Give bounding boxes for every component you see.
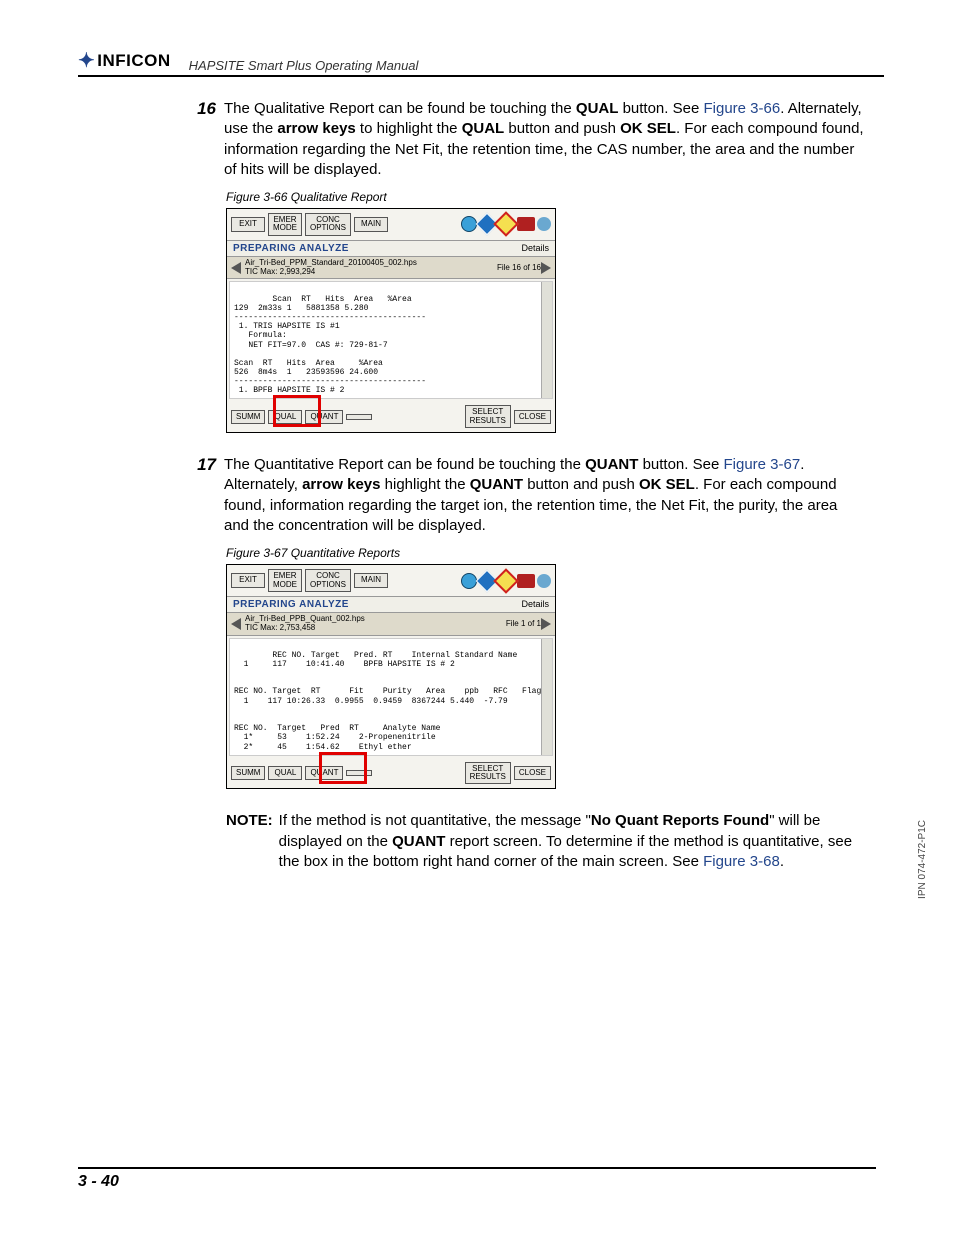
tic-max: TIC Max: 2,993,294 xyxy=(245,268,491,277)
warning-icon xyxy=(493,212,518,237)
close-button[interactable]: CLOSE xyxy=(514,766,551,780)
scrollbar[interactable] xyxy=(541,639,552,755)
brand-logo: ✦ INFICON xyxy=(78,48,171,73)
logo-swirl-icon: ✦ xyxy=(78,48,95,73)
status-label: PREPARING ANALYZE xyxy=(233,243,349,254)
conc-options-button[interactable]: CONC OPTIONS xyxy=(305,213,351,236)
side-ipn: IPN 074-472-P1C xyxy=(917,820,928,899)
qual-button[interactable]: QUAL xyxy=(268,410,302,424)
figure-66-screenshot: EXIT EMER MODE CONC OPTIONS MAIN PREPARI… xyxy=(226,208,556,433)
ss67-data-panel: REC NO. Target Pred. RT Internal Standar… xyxy=(229,638,553,756)
select-results-button[interactable]: SELECT RESULTS xyxy=(465,762,511,785)
quant-button[interactable]: QUANT xyxy=(305,410,343,424)
conc-options-button[interactable]: CONC OPTIONS xyxy=(305,569,351,592)
ss67-status-icons xyxy=(461,572,551,590)
battery-icon xyxy=(517,574,535,588)
file-count: File 16 of 16 xyxy=(497,263,541,272)
note-body: If the method is not quantitative, the m… xyxy=(279,811,864,872)
select-results-button[interactable]: SELECT RESULTS xyxy=(465,405,511,428)
next-file-icon[interactable] xyxy=(541,618,551,630)
globe-icon xyxy=(537,574,551,588)
emer-mode-button[interactable]: EMER MODE xyxy=(268,569,302,592)
details-link[interactable]: Details xyxy=(521,243,549,253)
ss66-data-panel: Scan RT Hits Area %Area 129 2m33s 1 5881… xyxy=(229,281,553,399)
qual-data-text: Scan RT Hits Area %Area 129 2m33s 1 5881… xyxy=(234,295,426,396)
ss66-file-info: Air_Tri-Bed_PPM_Standard_20100405_002.hp… xyxy=(227,257,555,280)
quant-data-text: REC NO. Target Pred. RT Internal Standar… xyxy=(234,651,541,752)
status-label: PREPARING ANALYZE xyxy=(233,599,349,610)
exit-button[interactable]: EXIT xyxy=(231,573,265,587)
tic-max: TIC Max: 2,753,458 xyxy=(245,624,500,633)
details-link[interactable]: Details xyxy=(521,599,549,609)
brand-name: INFICON xyxy=(97,51,170,71)
blank-button[interactable] xyxy=(346,414,372,420)
qual-button[interactable]: QUAL xyxy=(268,766,302,780)
help-icon[interactable] xyxy=(461,216,477,232)
file-info-text: Air_Tri-Bed_PPB_Quant_002.hps TIC Max: 2… xyxy=(245,615,500,633)
main-button[interactable]: MAIN xyxy=(354,217,388,231)
warning-icon xyxy=(493,568,518,593)
file-count: File 1 of 1 xyxy=(506,619,541,628)
ss66-status-row: PREPARING ANALYZE Details xyxy=(227,240,555,257)
ss66-bottombar: SUMM QUAL QUANT SELECT RESULTS CLOSE xyxy=(227,401,555,432)
content-area: 16 The Qualitative Report can be found b… xyxy=(186,99,864,872)
main-button[interactable]: MAIN xyxy=(354,573,388,587)
ss67-file-info: Air_Tri-Bed_PPB_Quant_002.hps TIC Max: 2… xyxy=(227,613,555,636)
step-number: 16 xyxy=(186,99,216,119)
note-block: NOTE: If the method is not quantitative,… xyxy=(226,811,864,872)
manual-title: HAPSITE Smart Plus Operating Manual xyxy=(189,58,419,73)
close-button[interactable]: CLOSE xyxy=(514,410,551,424)
ss66-status-icons xyxy=(461,215,551,233)
figure-67-screenshot: EXIT EMER MODE CONC OPTIONS MAIN PREPARI… xyxy=(226,564,556,789)
step-number: 17 xyxy=(186,455,216,475)
page: ✦ INFICON HAPSITE Smart Plus Operating M… xyxy=(0,0,954,1235)
blank-button[interactable] xyxy=(346,770,372,776)
ss67-topbar: EXIT EMER MODE CONC OPTIONS MAIN xyxy=(227,565,555,596)
summ-button[interactable]: SUMM xyxy=(231,410,265,424)
next-file-icon[interactable] xyxy=(541,262,551,274)
emer-mode-button[interactable]: EMER MODE xyxy=(268,213,302,236)
figure-caption-67: Figure 3-67 Quantitative Reports xyxy=(226,546,864,560)
step-17: 17 The Quantitative Report can be found … xyxy=(186,455,864,536)
page-number: 3 - 40 xyxy=(78,1167,876,1191)
file-info-text: Air_Tri-Bed_PPM_Standard_20100405_002.hp… xyxy=(245,259,491,277)
page-header: ✦ INFICON HAPSITE Smart Plus Operating M… xyxy=(78,48,884,77)
battery-icon xyxy=(517,217,535,231)
figure-caption-66: Figure 3-66 Qualitative Report xyxy=(226,190,864,204)
quant-button[interactable]: QUANT xyxy=(305,766,343,780)
scrollbar[interactable] xyxy=(541,282,552,398)
exit-button[interactable]: EXIT xyxy=(231,217,265,231)
ss67-bottombar: SUMM QUAL QUANT SELECT RESULTS CLOSE xyxy=(227,758,555,789)
step-body: The Quantitative Report can be found be … xyxy=(224,455,864,536)
note-label: NOTE: xyxy=(226,811,273,872)
step-16: 16 The Qualitative Report can be found b… xyxy=(186,99,864,180)
ss66-topbar: EXIT EMER MODE CONC OPTIONS MAIN xyxy=(227,209,555,240)
ss67-status-row: PREPARING ANALYZE Details xyxy=(227,596,555,613)
globe-icon xyxy=(537,217,551,231)
prev-file-icon[interactable] xyxy=(231,618,241,630)
step-body: The Qualitative Report can be found be t… xyxy=(224,99,864,180)
prev-file-icon[interactable] xyxy=(231,262,241,274)
summ-button[interactable]: SUMM xyxy=(231,766,265,780)
